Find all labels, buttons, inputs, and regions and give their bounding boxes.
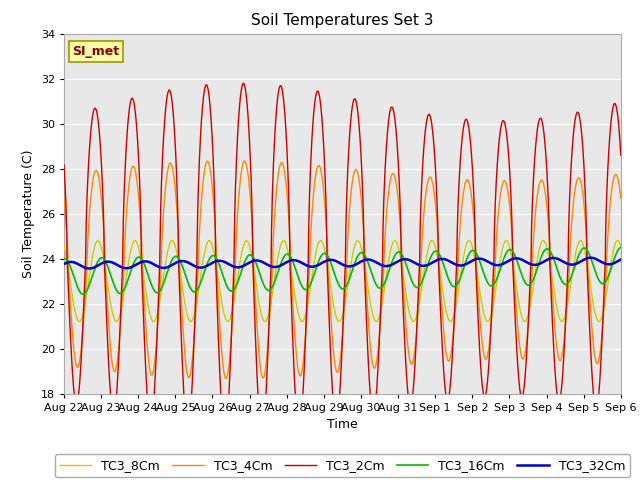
- TC3_2Cm: [568, 148, 576, 154]
- TC3_8Cm: [216, 283, 223, 289]
- TC3_32Cm: [359, 258, 367, 264]
- TC3_16Cm: [371, 279, 379, 285]
- TC3_4Cm: [505, 194, 513, 200]
- TC3_8Cm: [617, 243, 625, 249]
- TC3_8Cm: [335, 319, 343, 324]
- TC3_4Cm: [60, 196, 68, 202]
- TC3_4Cm: [241, 158, 248, 164]
- TC3_32Cm: [568, 262, 575, 267]
- TC3_2Cm: [221, 431, 228, 436]
- TC3_4Cm: [568, 215, 576, 221]
- TC3_2Cm: [239, 81, 247, 86]
- TC3_8Cm: [568, 272, 576, 278]
- TC3_32Cm: [617, 257, 625, 263]
- Line: TC3_32Cm: TC3_32Cm: [64, 258, 621, 268]
- Title: Soil Temperatures Set 3: Soil Temperatures Set 3: [251, 13, 434, 28]
- TC3_2Cm: [60, 162, 68, 168]
- TC3_8Cm: [60, 243, 68, 249]
- TC3_16Cm: [504, 247, 512, 253]
- Line: TC3_8Cm: TC3_8Cm: [64, 240, 621, 322]
- TC3_2Cm: [371, 405, 379, 410]
- Line: TC3_16Cm: TC3_16Cm: [64, 247, 621, 294]
- TC3_4Cm: [359, 217, 367, 223]
- Line: TC3_4Cm: TC3_4Cm: [64, 161, 621, 379]
- TC3_2Cm: [216, 358, 223, 363]
- TC3_8Cm: [359, 252, 367, 258]
- Legend: TC3_8Cm, TC3_4Cm, TC3_2Cm, TC3_16Cm, TC3_32Cm: TC3_8Cm, TC3_4Cm, TC3_2Cm, TC3_16Cm, TC3…: [55, 455, 630, 477]
- Y-axis label: Soil Temperature (C): Soil Temperature (C): [22, 149, 35, 278]
- TC3_16Cm: [584, 248, 591, 253]
- TC3_4Cm: [584, 254, 591, 260]
- TC3_4Cm: [617, 196, 625, 202]
- TC3_4Cm: [216, 313, 223, 319]
- TC3_8Cm: [584, 264, 591, 269]
- TC3_16Cm: [60, 256, 68, 262]
- TC3_16Cm: [216, 263, 223, 268]
- TC3_16Cm: [568, 273, 575, 278]
- TC3_8Cm: [354, 238, 362, 243]
- TC3_8Cm: [505, 241, 513, 247]
- TC3_8Cm: [371, 318, 379, 324]
- TC3_4Cm: [222, 376, 230, 382]
- TC3_32Cm: [85, 265, 93, 271]
- X-axis label: Time: Time: [327, 418, 358, 431]
- TC3_32Cm: [504, 258, 512, 264]
- TC3_16Cm: [79, 291, 87, 297]
- TC3_2Cm: [584, 275, 591, 280]
- TC3_32Cm: [587, 255, 595, 261]
- TC3_32Cm: [371, 259, 379, 264]
- Text: SI_met: SI_met: [72, 45, 120, 58]
- TC3_2Cm: [505, 153, 513, 158]
- TC3_2Cm: [359, 197, 367, 203]
- TC3_16Cm: [617, 244, 625, 250]
- TC3_32Cm: [216, 258, 223, 264]
- TC3_2Cm: [617, 152, 625, 158]
- TC3_32Cm: [60, 261, 68, 267]
- Line: TC3_2Cm: TC3_2Cm: [64, 84, 621, 433]
- TC3_32Cm: [584, 255, 591, 261]
- TC3_4Cm: [371, 365, 379, 371]
- TC3_16Cm: [359, 250, 367, 256]
